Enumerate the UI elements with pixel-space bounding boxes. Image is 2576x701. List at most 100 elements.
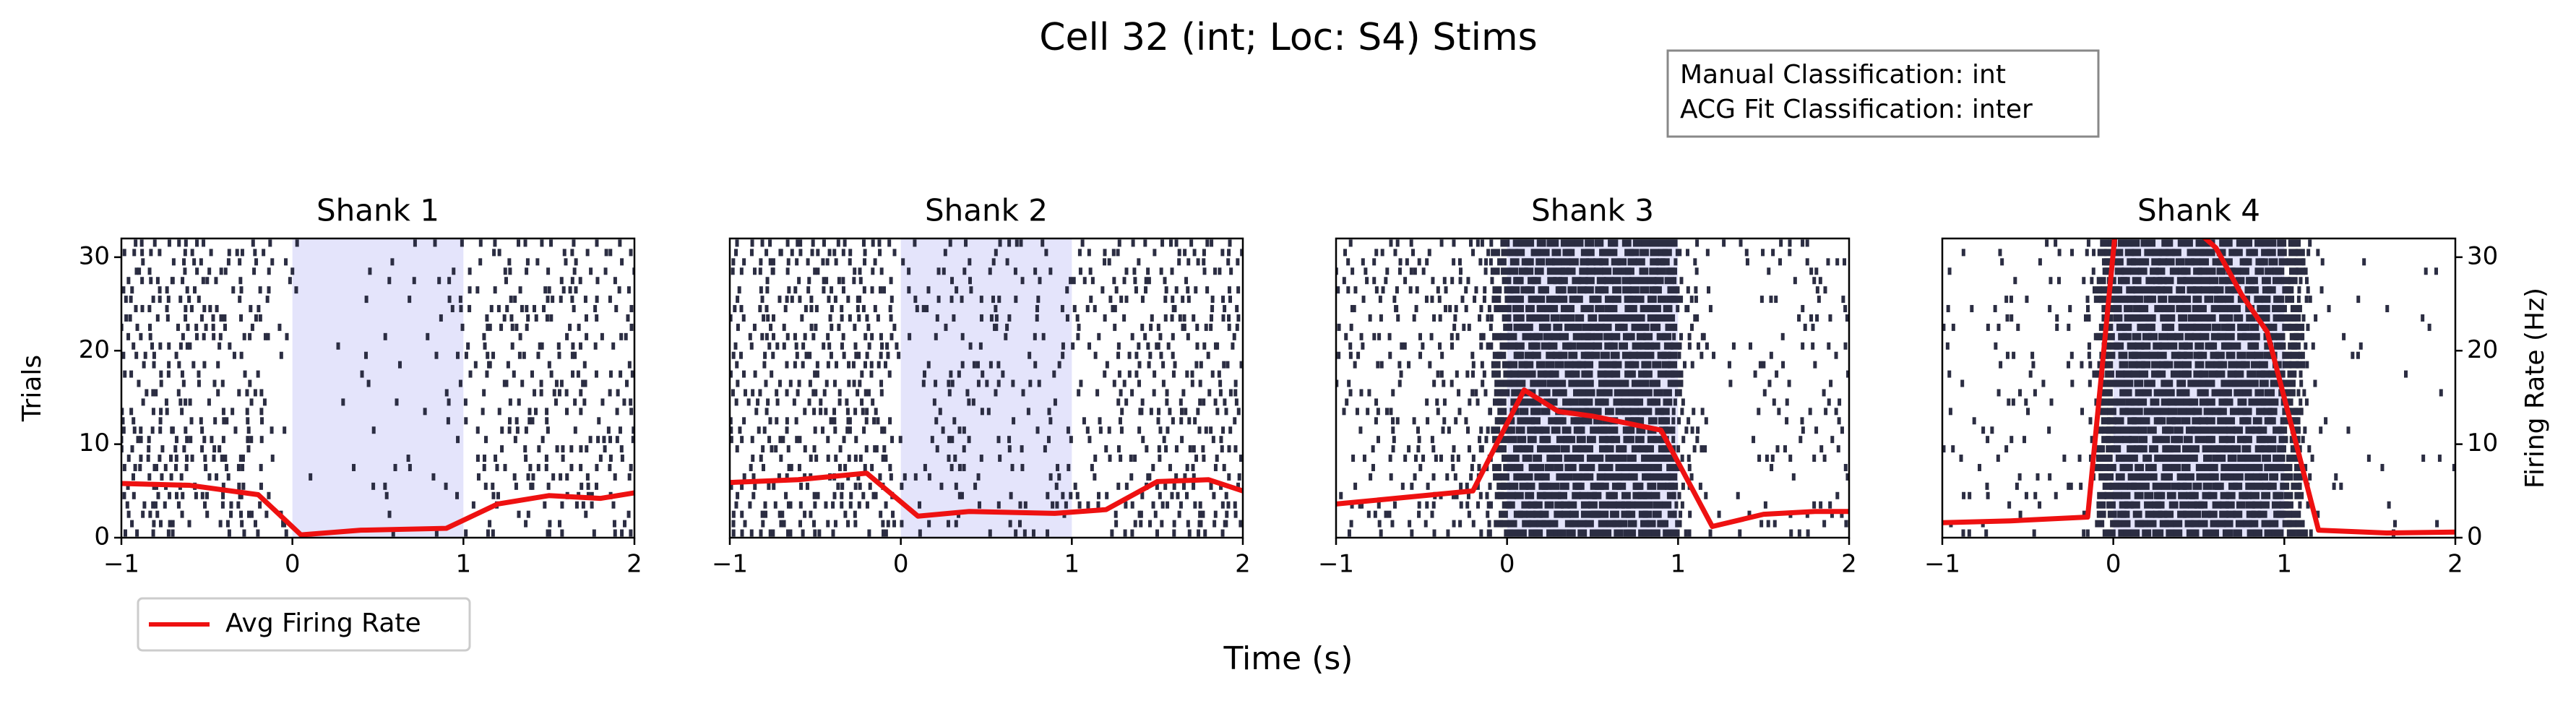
raster-spike bbox=[1232, 332, 1236, 340]
raster-spike bbox=[241, 455, 245, 463]
raster-spike bbox=[1235, 305, 1239, 313]
raster-spike bbox=[525, 258, 530, 266]
raster-spike bbox=[1652, 305, 1661, 313]
raster-spike bbox=[2123, 239, 2133, 247]
raster-spike bbox=[1465, 501, 1470, 509]
raster-spike bbox=[1986, 323, 1990, 331]
raster-spike bbox=[758, 267, 762, 275]
raster-spike bbox=[1512, 445, 1522, 453]
raster-spike bbox=[771, 529, 775, 537]
raster-spike bbox=[1477, 463, 1481, 471]
panel-title: Shank 2 bbox=[925, 193, 1048, 228]
raster-spike bbox=[858, 267, 862, 275]
raster-spike bbox=[1198, 510, 1202, 518]
raster-spike bbox=[996, 361, 1001, 369]
raster-spike bbox=[613, 529, 617, 537]
raster-spike bbox=[279, 351, 283, 359]
raster-spike bbox=[1204, 323, 1208, 331]
raster-spike bbox=[824, 277, 829, 285]
raster-spike bbox=[1147, 473, 1152, 481]
raster-spike bbox=[2220, 491, 2230, 499]
raster-spike bbox=[1960, 379, 1965, 387]
raster-spike bbox=[1822, 389, 1826, 397]
raster-spike bbox=[1161, 379, 1166, 387]
raster-spike bbox=[1194, 361, 1199, 369]
raster-spike bbox=[1996, 389, 2001, 397]
raster-spike bbox=[887, 370, 892, 378]
raster-spike bbox=[793, 286, 798, 294]
raster-spike bbox=[1543, 491, 1553, 499]
raster-spike bbox=[1364, 267, 1368, 275]
raster-spike bbox=[1630, 286, 1640, 294]
raster-spike bbox=[1407, 445, 1411, 453]
raster-spike bbox=[1236, 314, 1241, 322]
raster-spike bbox=[211, 314, 215, 322]
raster-spike bbox=[1569, 398, 1579, 406]
raster-spike bbox=[270, 426, 274, 434]
x-tick-label: 1 bbox=[1671, 550, 1687, 579]
raster-spike bbox=[1770, 463, 1774, 471]
raster-spike bbox=[1527, 436, 1537, 444]
raster-spike bbox=[2148, 351, 2158, 359]
raster-spike bbox=[158, 520, 163, 528]
raster-spike bbox=[595, 239, 599, 247]
raster-spike bbox=[121, 445, 124, 453]
raster-spike bbox=[1626, 510, 1636, 518]
raster-spike bbox=[1607, 361, 1617, 369]
raster-spike bbox=[2256, 408, 2265, 416]
raster-spike bbox=[1518, 239, 1528, 247]
raster-spike bbox=[1645, 305, 1655, 313]
raster-spike bbox=[1642, 491, 1652, 499]
raster-spike bbox=[1663, 305, 1673, 313]
raster-spike bbox=[1391, 417, 1395, 425]
raster-spike bbox=[1233, 510, 1238, 518]
raster-spike bbox=[1556, 286, 1567, 294]
raster-spike bbox=[1613, 473, 1623, 481]
raster-spike bbox=[2049, 398, 2054, 406]
raster-spike bbox=[2107, 417, 2117, 425]
raster-spike bbox=[1677, 417, 1681, 425]
raster-spike bbox=[1509, 249, 1518, 257]
raster-spike bbox=[898, 436, 903, 444]
raster-spike bbox=[1429, 332, 1434, 340]
raster-spike bbox=[507, 258, 512, 266]
raster-spike bbox=[1143, 239, 1147, 247]
raster-spike bbox=[262, 249, 266, 257]
raster-spike bbox=[1584, 445, 1594, 453]
raster-spike bbox=[1689, 296, 1694, 304]
raster-spike bbox=[1573, 389, 1582, 397]
raster-spike bbox=[731, 529, 736, 537]
raster-spike bbox=[629, 463, 633, 471]
raster-spike bbox=[843, 463, 848, 471]
axes-frame bbox=[728, 237, 1244, 539]
raster-spike bbox=[840, 342, 844, 350]
raster-spike bbox=[758, 389, 762, 397]
raster-spike bbox=[1500, 473, 1509, 481]
raster-spike bbox=[2209, 277, 2219, 285]
raster-spike bbox=[2087, 351, 2091, 359]
raster-spike bbox=[564, 408, 569, 416]
raster-spike bbox=[1490, 267, 1500, 275]
raster-spike bbox=[2278, 379, 2288, 387]
raster-spike bbox=[2179, 342, 2189, 350]
raster-spike bbox=[2216, 520, 2226, 528]
raster-spike bbox=[1728, 379, 1733, 387]
raster-spike bbox=[1548, 342, 1558, 350]
raster-spike bbox=[270, 258, 275, 266]
raster-spike bbox=[1177, 510, 1181, 518]
raster-spike bbox=[1452, 323, 1457, 331]
raster-spike bbox=[962, 267, 967, 275]
raster-spike bbox=[1111, 249, 1116, 257]
raster-spike bbox=[2241, 445, 2252, 453]
raster-spike bbox=[2307, 445, 2312, 453]
raster-spike bbox=[2054, 491, 2058, 499]
raster-spike bbox=[1668, 473, 1678, 481]
raster-spike bbox=[858, 455, 863, 463]
raster-spike bbox=[182, 258, 186, 266]
raster-spike bbox=[1233, 417, 1237, 425]
raster-spike bbox=[538, 342, 542, 350]
raster-spike bbox=[1444, 286, 1448, 294]
raster-spike bbox=[1622, 286, 1632, 294]
raster-spike bbox=[2164, 520, 2174, 528]
raster-spike bbox=[947, 389, 952, 397]
